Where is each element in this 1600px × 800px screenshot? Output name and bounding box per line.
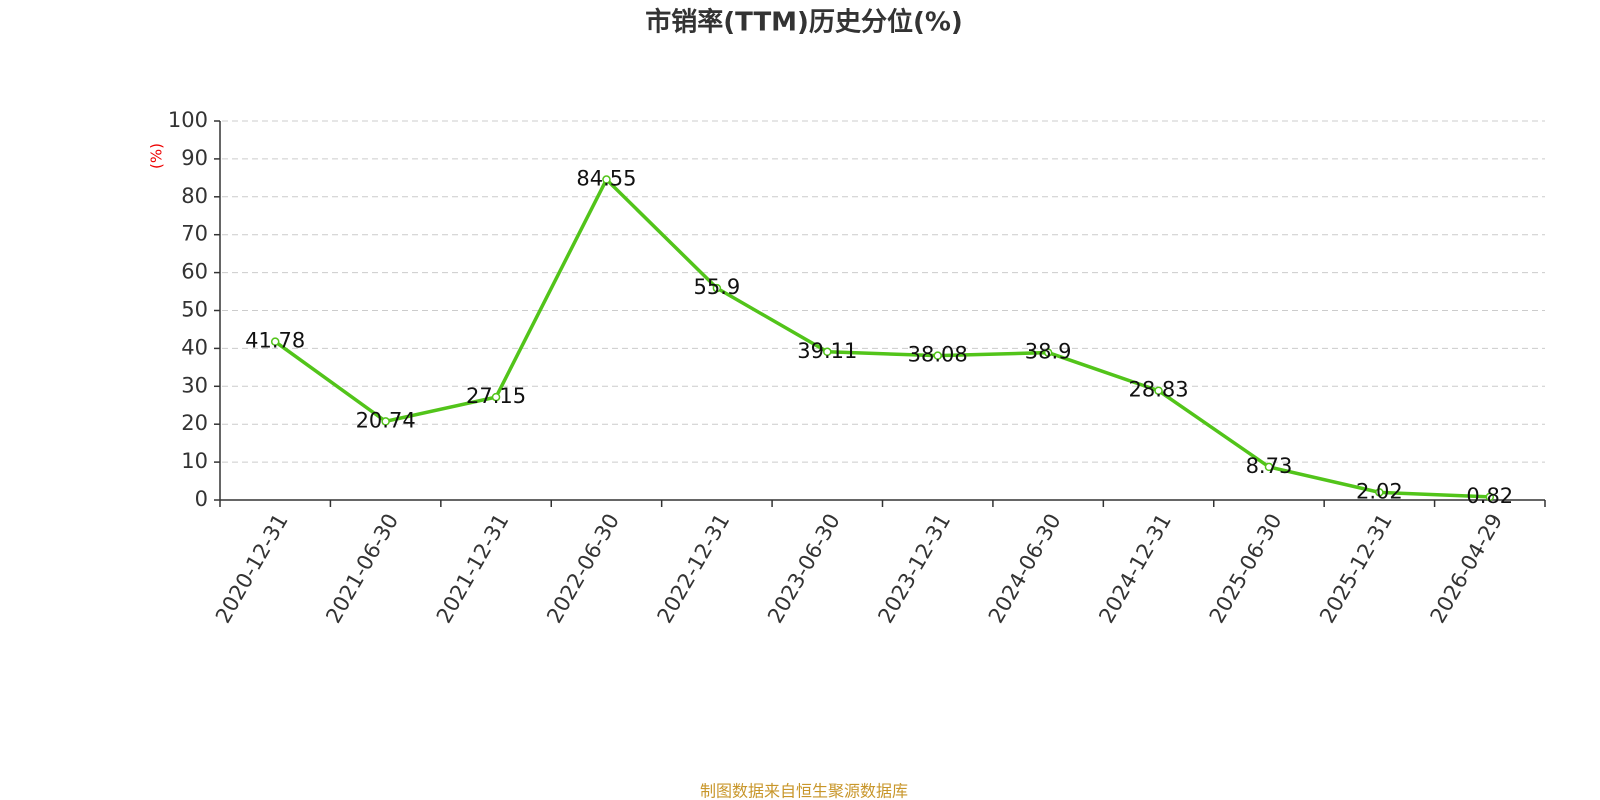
y-tick-label: 90 — [181, 146, 208, 170]
x-tick-label: 2024-06-30 — [984, 510, 1066, 628]
point — [381, 417, 390, 426]
point — [270, 337, 280, 346]
x-tick-label: 2023-06-30 — [763, 510, 845, 628]
line — [274, 176, 1490, 499]
y-tick-label: 100 — [168, 108, 208, 132]
data-label: 8.73 — [1246, 454, 1293, 478]
point — [1375, 488, 1384, 497]
point — [1485, 492, 1495, 502]
source-note: 制图数据来自恒生聚源数据库 — [700, 782, 908, 800]
data-label: 41.78 — [245, 329, 305, 353]
point — [1154, 386, 1163, 395]
data-label: 20.74 — [356, 408, 416, 432]
data-label: 39.11 — [797, 339, 857, 363]
y-tick-label: 20 — [181, 411, 208, 435]
point — [602, 175, 611, 184]
point — [933, 351, 942, 360]
point — [1264, 462, 1274, 472]
data-label: 38.9 — [1025, 340, 1072, 364]
y-tick-label: 70 — [181, 222, 208, 246]
x-tick-label: 2020-12-31 — [211, 510, 293, 628]
point — [491, 392, 501, 402]
y-tick-label: 80 — [181, 184, 208, 208]
x-tick-label: 2025-12-31 — [1315, 510, 1397, 628]
x-tick-label: 2021-06-30 — [321, 510, 403, 628]
y-tick-label: 30 — [181, 373, 208, 397]
y-tick-label: 40 — [181, 335, 208, 359]
x-tick-label: 2022-12-31 — [653, 510, 735, 628]
y-tick-label: 50 — [181, 298, 208, 322]
data-label: 2.02 — [1356, 479, 1403, 503]
x-tick-label: 2021-12-31 — [432, 510, 514, 628]
x-tick-label: 2022-06-30 — [542, 510, 624, 628]
point — [823, 347, 832, 357]
chart-title: 市销率(TTM)历史分位(%) — [645, 7, 963, 38]
y-axis-label: (%) — [148, 143, 166, 169]
data-label: 55.9 — [693, 275, 740, 299]
y-tick-label: 60 — [181, 260, 208, 284]
data-label: 27.15 — [466, 384, 526, 408]
x-tick-label: 2024-12-31 — [1094, 510, 1176, 628]
x-tick-label: 2025-06-30 — [1205, 510, 1287, 628]
data-label: 38.08 — [908, 343, 968, 367]
y-tick-label: 0 — [195, 487, 208, 511]
point — [712, 283, 722, 293]
x-tick-label: 2023-12-31 — [873, 510, 955, 628]
x-tick-label: 2026-04-29 — [1426, 510, 1508, 628]
point — [1043, 348, 1053, 357]
data-label: 0.82 — [1466, 484, 1513, 508]
data-label: 84.55 — [576, 167, 636, 191]
y-tick-label: 10 — [181, 449, 208, 473]
data-label: 28.83 — [1128, 378, 1188, 402]
